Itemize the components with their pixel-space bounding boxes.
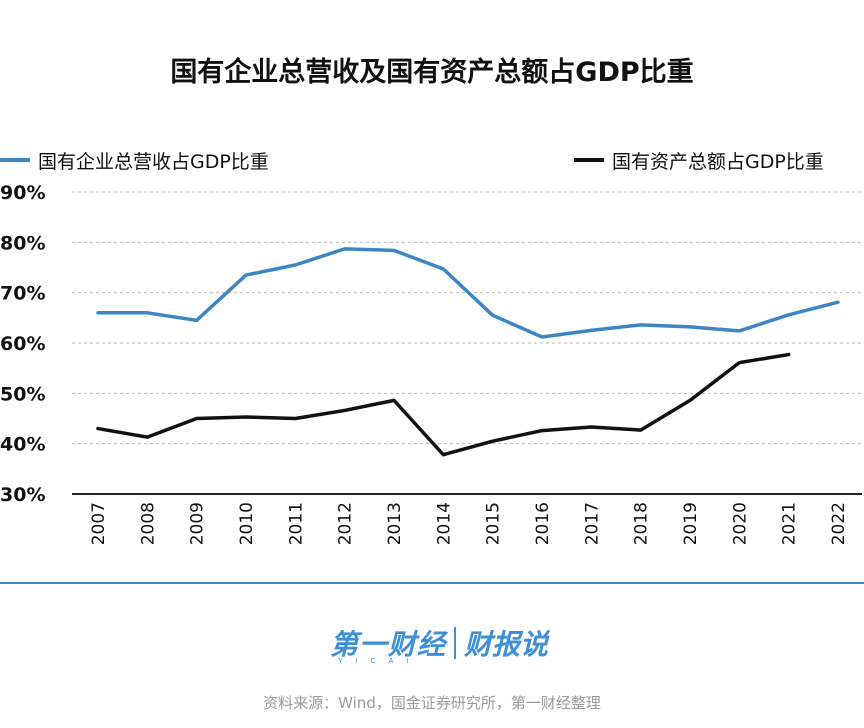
x-tick-label: 2013 bbox=[385, 502, 405, 545]
legend-swatch-revenue bbox=[0, 158, 30, 162]
x-axis-ticks: 2007 2008 2009 2010 2011 2012 2013 2014 2015 2016… bbox=[89, 502, 849, 545]
x-tick-label: 2015 bbox=[484, 502, 504, 545]
logo-tag: YICAI bbox=[338, 658, 422, 665]
legend-item-assets: 国有资产总额占GDP比重 bbox=[574, 146, 824, 174]
y-tick-label: 80% bbox=[0, 232, 45, 254]
x-tick-label: 2008 bbox=[138, 502, 158, 545]
x-tick-label: 2009 bbox=[188, 502, 208, 545]
x-tick-label: 2010 bbox=[237, 502, 257, 545]
x-tick-label: 2011 bbox=[286, 502, 306, 545]
y-tick-label: 60% bbox=[0, 333, 45, 355]
series-lines bbox=[96, 247, 840, 457]
logo-separator bbox=[454, 627, 457, 659]
x-tick-label: 2022 bbox=[829, 502, 849, 545]
x-tick-label: 2014 bbox=[434, 502, 454, 545]
y-tick-label: 70% bbox=[0, 283, 45, 305]
x-tick-label: 2021 bbox=[780, 502, 800, 545]
y-tick-label: 40% bbox=[0, 434, 45, 456]
legend-label-assets: 国有资产总额占GDP比重 bbox=[612, 150, 824, 173]
legend-label-revenue: 国有企业总营收占GDP比重 bbox=[38, 150, 269, 173]
x-tick-label: 2016 bbox=[533, 502, 553, 545]
series-line-revenue bbox=[96, 247, 840, 339]
x-tick-label: 2020 bbox=[730, 502, 750, 545]
line-chart: 90%80%70%60%50%40%30% 2007 2008 2009 2010 20… bbox=[0, 182, 862, 545]
x-tick-label: 2018 bbox=[632, 502, 652, 545]
legend-swatch-assets bbox=[574, 158, 604, 162]
y-axis-ticks: 90% 80% 70% 60% 50% 40% 30% bbox=[0, 182, 45, 506]
x-tick-label: 2017 bbox=[582, 502, 602, 545]
divider bbox=[0, 582, 864, 584]
chart-title: 国有企业总营收及国有资产总额占GDP比重 bbox=[170, 57, 694, 88]
grid-lines bbox=[72, 191, 862, 495]
series-line-assets bbox=[96, 352, 791, 457]
y-tick-label: 30% bbox=[0, 484, 45, 506]
logo-sub-text: 财报说 bbox=[464, 628, 549, 661]
x-tick-label: 2019 bbox=[681, 502, 701, 545]
legend-item-revenue: 国有企业总营收占GDP比重 bbox=[0, 146, 269, 174]
yicai-logo: 第一财经 财报说 bbox=[330, 618, 548, 668]
logo-main-text: 第一财经 bbox=[330, 628, 447, 661]
y-tick-label: 50% bbox=[0, 383, 45, 405]
source-note: 资料来源：Wind，国金证券研究所，第一财经整理 bbox=[263, 694, 601, 712]
x-tick-label: 2007 bbox=[89, 502, 109, 545]
x-tick-label: 2012 bbox=[336, 502, 356, 545]
y-tick-label: 90% bbox=[0, 182, 45, 204]
